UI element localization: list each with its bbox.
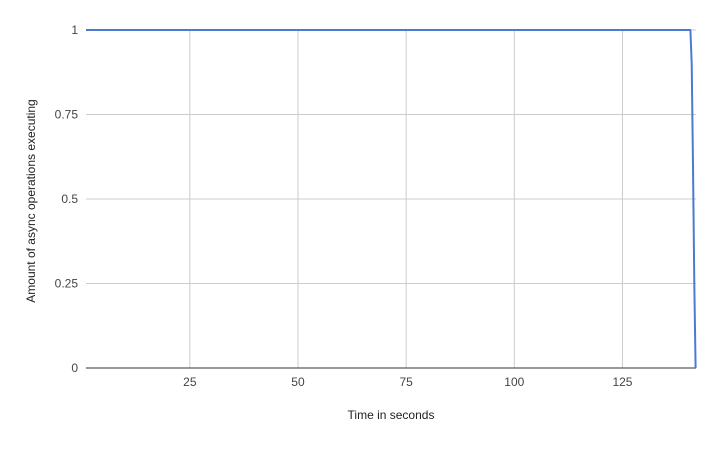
y-tick-label: 1 [71,23,78,37]
series-line [86,29,697,369]
y-tick-label: 0.5 [61,192,78,206]
y-axis-title: Amount of async operations executing [24,99,38,302]
x-tick-label: 75 [399,375,413,389]
x-tick-label: 125 [612,375,632,389]
x-tick-label: 50 [291,375,305,389]
y-tick-label: 0 [71,361,78,375]
y-tick-label: 0.25 [55,277,79,291]
x-tick-label: 100 [504,375,524,389]
series-lines [86,29,697,369]
gridlines [86,29,696,368]
x-tick-label: 25 [183,375,197,389]
y-tick-label: 0.75 [55,108,79,122]
x-axis-title: Time in seconds [348,408,435,422]
